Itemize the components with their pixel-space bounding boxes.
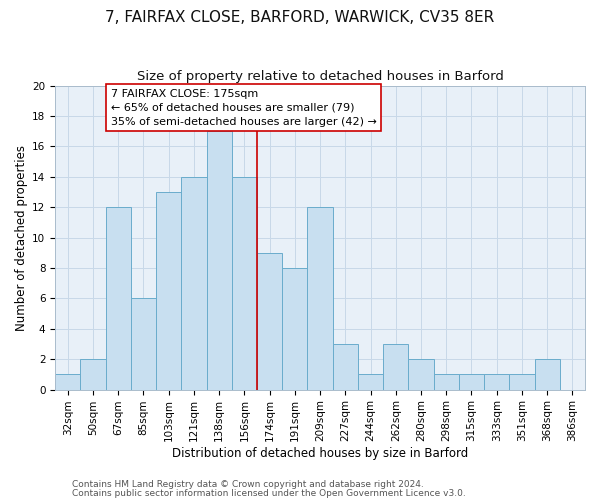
Text: 7, FAIRFAX CLOSE, BARFORD, WARWICK, CV35 8ER: 7, FAIRFAX CLOSE, BARFORD, WARWICK, CV35… [106,10,494,25]
Bar [459,374,484,390]
Bar [358,374,383,390]
Text: Contains HM Land Registry data © Crown copyright and database right 2024.: Contains HM Land Registry data © Crown c… [72,480,424,489]
Text: 7 FAIRFAX CLOSE: 175sqm
← 65% of detached houses are smaller (79)
35% of semi-de: 7 FAIRFAX CLOSE: 175sqm ← 65% of detache… [110,88,377,126]
Bar [509,374,535,390]
Bar [257,253,282,390]
X-axis label: Distribution of detached houses by size in Barford: Distribution of detached houses by size … [172,447,468,460]
Bar [383,344,409,390]
Bar [55,374,80,390]
Title: Size of property relative to detached houses in Barford: Size of property relative to detached ho… [137,70,503,83]
Y-axis label: Number of detached properties: Number of detached properties [15,144,28,330]
Bar [106,207,131,390]
Bar [434,374,459,390]
Bar [206,131,232,390]
Bar [409,359,434,390]
Bar [131,298,156,390]
Bar [232,177,257,390]
Bar [156,192,181,390]
Bar [484,374,509,390]
Bar [181,177,206,390]
Bar [80,359,106,390]
Bar [307,207,332,390]
Text: Contains public sector information licensed under the Open Government Licence v3: Contains public sector information licen… [72,488,466,498]
Bar [332,344,358,390]
Bar [282,268,307,390]
Bar [535,359,560,390]
